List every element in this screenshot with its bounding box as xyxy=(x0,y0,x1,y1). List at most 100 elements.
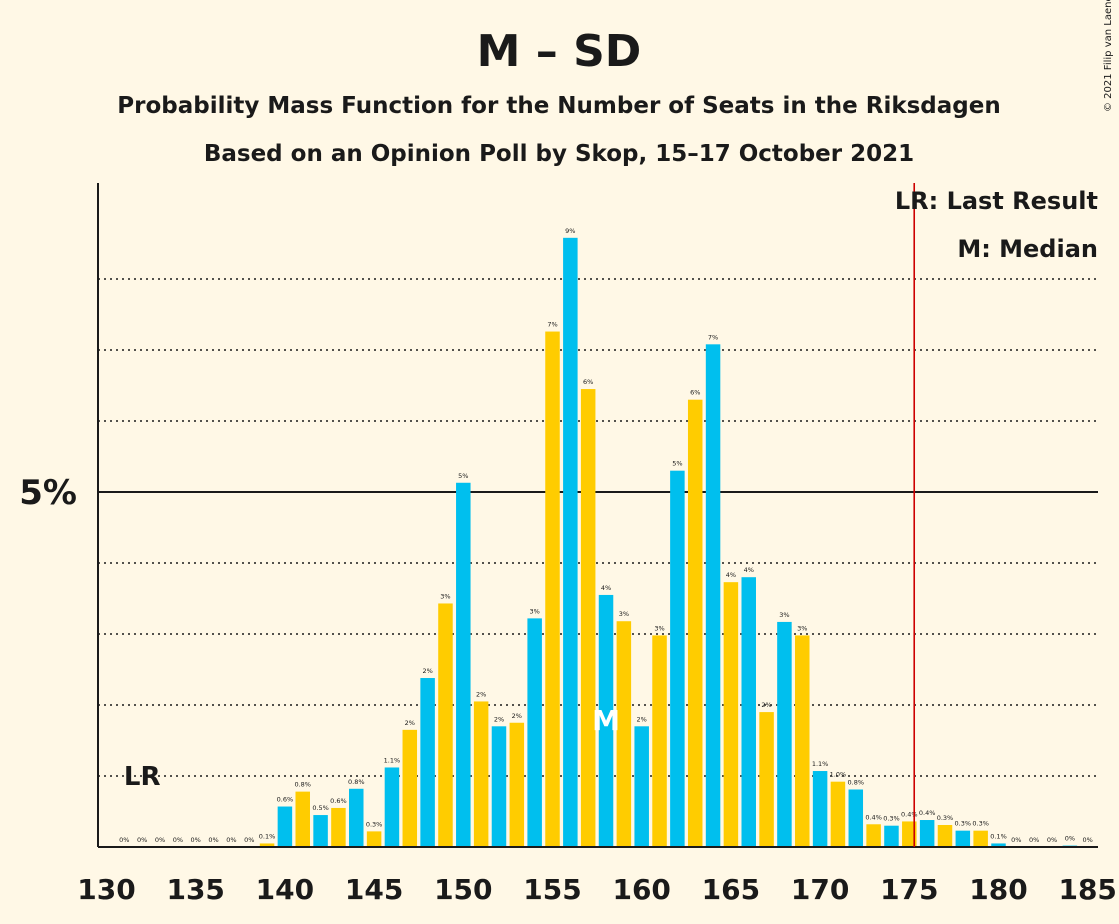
bar-seat-151 xyxy=(473,701,489,847)
bar-seat-176 xyxy=(919,820,935,847)
bar-seat-179 xyxy=(973,830,988,847)
bar-seat-140 xyxy=(277,806,293,847)
bar-label-seat-166: 4% xyxy=(744,566,754,574)
bar-seat-147 xyxy=(402,729,418,847)
bar-seat-149 xyxy=(438,603,453,847)
bar-seat-175 xyxy=(902,821,917,847)
bar-seat-159 xyxy=(616,621,632,847)
x-tick-label-185: 185 xyxy=(1058,873,1116,906)
bar-seat-158 xyxy=(598,594,614,847)
bar-label-seat-169: 3% xyxy=(797,624,807,632)
bar-seat-144 xyxy=(349,788,364,847)
bar-label-seat-153: 2% xyxy=(512,712,522,720)
bar-label-seat-135: 0% xyxy=(191,836,201,844)
x-tick-label-155: 155 xyxy=(523,873,581,906)
bar-seat-178 xyxy=(955,830,971,847)
bar-seat-160 xyxy=(634,726,649,847)
bar-label-seat-147: 2% xyxy=(405,719,415,727)
bar-label-seat-151: 2% xyxy=(476,690,486,698)
bar-label-seat-164: 7% xyxy=(708,333,718,341)
y-tick-labels: 5% xyxy=(19,473,77,513)
copyright-note: © 2021 Filip van Laenen xyxy=(1103,0,1114,112)
x-tick-label-145: 145 xyxy=(345,873,403,906)
legend-median: M: Median xyxy=(957,235,1098,263)
bar-label-seat-134: 0% xyxy=(173,836,183,844)
bar-label-seat-132: 0% xyxy=(137,836,147,844)
bar-label-seat-144: 0.8% xyxy=(348,778,365,786)
bar-seat-162 xyxy=(670,470,685,847)
x-tick-label-180: 180 xyxy=(969,873,1027,906)
bar-label-seat-181: 0% xyxy=(1011,836,1021,844)
bar-label-seat-174: 0.3% xyxy=(883,815,900,823)
bar-seat-164 xyxy=(705,344,721,847)
x-tick-label-140: 140 xyxy=(256,873,314,906)
bar-seat-148 xyxy=(420,678,435,847)
bar-seat-170 xyxy=(812,771,828,847)
bar-seat-168 xyxy=(777,621,792,847)
chart-title: M – SD xyxy=(477,26,642,77)
bar-seat-157 xyxy=(580,389,596,847)
bar-label-seat-163: 6% xyxy=(690,389,700,397)
bar-seat-150 xyxy=(456,482,471,847)
bar-seat-139 xyxy=(259,843,275,847)
bar-label-seat-177: 0.3% xyxy=(937,814,954,822)
bar-seat-173 xyxy=(866,824,881,847)
bar-seat-163 xyxy=(687,399,703,847)
bar-label-seat-160: 2% xyxy=(637,715,647,723)
bar-label-seat-161: 3% xyxy=(654,624,664,632)
bar-seat-167 xyxy=(759,712,774,847)
bar-label-seat-175: 0.4% xyxy=(901,810,918,818)
bars xyxy=(259,237,1078,847)
legend-last-result: LR: Last Result xyxy=(895,187,1098,215)
bar-label-seat-142: 0.5% xyxy=(312,804,329,812)
bar-label-seat-165: 4% xyxy=(726,571,736,579)
bar-label-seat-137: 0% xyxy=(226,836,236,844)
bar-label-seat-138: 0% xyxy=(244,836,254,844)
bar-seat-161 xyxy=(652,635,667,847)
bar-label-seat-139: 0.1% xyxy=(259,832,276,840)
bar-seat-153 xyxy=(509,722,525,847)
bar-label-seat-155: 7% xyxy=(547,321,557,329)
bar-label-seat-180: 0.1% xyxy=(990,832,1007,840)
bar-seat-155 xyxy=(545,331,560,847)
bar-label-seat-133: 0% xyxy=(155,836,165,844)
bar-label-seat-157: 6% xyxy=(583,378,593,386)
bar-label-seat-149: 3% xyxy=(440,592,450,600)
bar-label-seat-152: 2% xyxy=(494,715,504,723)
chart-subtitle-1: Probability Mass Function for the Number… xyxy=(117,93,1000,119)
bar-seat-152 xyxy=(491,726,507,847)
bar-seat-174 xyxy=(884,825,899,847)
bar-label-seat-185: 0% xyxy=(1083,836,1093,844)
bar-seat-142 xyxy=(313,815,328,847)
bar-seat-171 xyxy=(830,781,846,847)
bar-label-seat-184: 0% xyxy=(1065,835,1075,843)
bar-seat-146 xyxy=(384,767,400,847)
bar-label-seat-183: 0% xyxy=(1047,836,1057,844)
x-tick-label-175: 175 xyxy=(880,873,938,906)
bar-seat-166 xyxy=(741,577,756,847)
bar-seat-169 xyxy=(795,635,810,847)
bar-label-seat-136: 0% xyxy=(208,836,218,844)
bar-label-seat-145: 0.3% xyxy=(366,820,383,828)
bar-label-seat-167: 2% xyxy=(761,701,771,709)
gridlines xyxy=(98,278,1098,777)
x-tick-label-150: 150 xyxy=(434,873,492,906)
y-tick-label: 5% xyxy=(19,473,77,513)
bar-seat-177 xyxy=(937,824,953,847)
x-tick-label-160: 160 xyxy=(612,873,670,906)
bar-label-seat-176: 0.4% xyxy=(919,809,936,817)
x-tick-label-135: 135 xyxy=(166,873,224,906)
last-result-marker: LR xyxy=(124,762,161,792)
x-tick-label-165: 165 xyxy=(702,873,760,906)
x-tick-label-130: 130 xyxy=(77,873,135,906)
bar-seat-154 xyxy=(527,618,542,847)
bar-label-seat-158: 4% xyxy=(601,584,611,592)
x-tick-labels: 130 135 140 145 150 155 160 165 170 175 180 185 xyxy=(77,873,1117,906)
bar-label-seat-159: 3% xyxy=(619,610,629,618)
bar-value-labels: 0% 0% 0% 0% 0% 0% 0% 0% 0.1%0.6%0.8%0.5%0.6%0.8%… xyxy=(119,227,1093,844)
chart-subtitle-2: Based on an Opinion Poll by Skop, 15–17 … xyxy=(204,141,914,167)
median-marker: M xyxy=(592,704,620,737)
bar-label-seat-146: 1.1% xyxy=(384,756,401,764)
bar-seat-165 xyxy=(723,582,739,847)
bar-label-seat-171: 1.0% xyxy=(830,771,847,779)
